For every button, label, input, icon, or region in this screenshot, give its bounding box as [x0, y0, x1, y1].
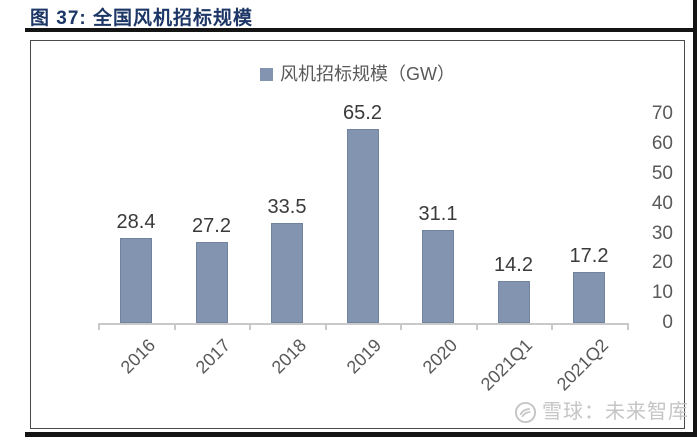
title-divider-line [25, 28, 697, 32]
y-axis-label: 10 [651, 282, 673, 304]
x-axis-label: 2018 [267, 335, 311, 378]
xueqiu-logo-icon [514, 401, 537, 424]
chart-frame: 风机招标规模（GW） 28.4 2016 27.2 2017 33.5 2018 65.2 2… [30, 40, 685, 429]
chart-legend: 风机招标规模（GW） [31, 63, 684, 85]
x-axis-tick [173, 323, 176, 330]
x-axis-label: 2021Q2 [552, 335, 613, 395]
bar-value-label: 65.2 [343, 101, 382, 124]
x-axis-label: 2021Q1 [477, 335, 537, 395]
bar [497, 280, 530, 323]
x-axis-tick [551, 323, 553, 330]
y-axis-label: 50 [651, 163, 673, 184]
page-right-border [693, 0, 697, 437]
x-axis-tick [626, 323, 629, 330]
y-axis-label: 20 [651, 252, 673, 274]
bar [422, 230, 454, 323]
y-axis-label: 0 [662, 312, 673, 333]
bar [573, 271, 605, 323]
bar [346, 128, 379, 323]
legend-swatch-icon [260, 67, 273, 81]
figure-title: 图 37: 全国风机招标规模 [30, 8, 254, 29]
figure-bottom-border [25, 432, 697, 437]
watermark: 雪球：未来智库 [514, 401, 689, 424]
x-axis-label: 2019 [343, 335, 386, 378]
y-axis-label: 60 [651, 133, 673, 155]
y-axis-label: 70 [651, 103, 673, 125]
x-axis-tick [98, 323, 100, 330]
x-axis-tick [475, 323, 478, 330]
y-axis-label: 30 [651, 222, 673, 244]
bar-value-label: 28.4 [116, 211, 156, 234]
x-axis-label: 2017 [192, 335, 235, 378]
bar-value-label: 17.2 [569, 244, 609, 267]
bar-value-label: 27.2 [192, 214, 231, 237]
x-axis-tick [400, 323, 402, 330]
x-axis-tick [249, 323, 251, 330]
bar-chart-plot-area: 28.4 2016 27.2 2017 33.5 2018 65.2 2019 31.1 2020… [31, 41, 684, 428]
watermark-text: 雪球：未来智库 [542, 401, 689, 423]
x-axis-label: 2020 [418, 335, 462, 378]
bar [120, 238, 152, 323]
x-axis-tick [324, 323, 327, 330]
bar-value-label: 14.2 [494, 253, 533, 276]
bar-value-label: 33.5 [267, 196, 307, 219]
bar [271, 223, 303, 323]
bar-value-label: 31.1 [418, 203, 458, 226]
x-axis-line [98, 323, 627, 325]
legend-label: 风机招标规模（GW） [280, 64, 455, 84]
x-axis-label: 2016 [116, 335, 160, 378]
y-axis-label: 40 [651, 192, 673, 214]
bar [195, 241, 228, 323]
